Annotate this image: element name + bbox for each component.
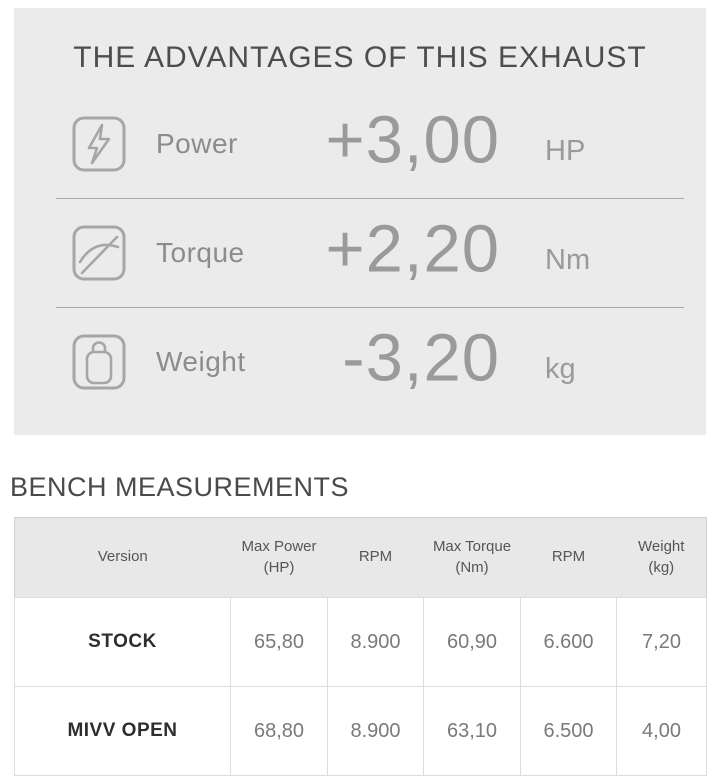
rpm-cell: 6.600 [520, 597, 617, 687]
lightning-bolt-icon [72, 115, 126, 173]
divider [56, 198, 684, 199]
divider [56, 307, 684, 308]
column-header-rpm-power: RPM [327, 517, 424, 598]
version-cell: MIVV OPEN [14, 686, 231, 776]
advantage-unit: kg [545, 352, 576, 385]
advantages-title: THE ADVANTAGES OF THIS EXHAUST [73, 41, 647, 74]
torque-curve-icon [72, 224, 126, 282]
advantage-unit: Nm [545, 243, 591, 276]
column-header-version: Version [14, 517, 231, 598]
bench-measurements-title: BENCH MEASUREMENTS [10, 472, 350, 502]
advantages-panel: THE ADVANTAGES OF THIS EXHAUST Power +3,… [14, 8, 706, 435]
advantage-label: Torque [156, 237, 245, 268]
rpm-cell: 6.500 [520, 686, 617, 776]
max-power-cell: 65,80 [230, 597, 328, 687]
advantage-row-weight: Weight -3,20 kg [14, 308, 706, 416]
column-header-max-power: Max Power (HP) [230, 517, 328, 598]
rpm-cell: 8.900 [327, 686, 424, 776]
advantage-label: Weight [156, 346, 246, 377]
rpm-cell: 8.900 [327, 597, 424, 687]
weight-icon [72, 333, 126, 391]
advantage-row-torque: Torque +2,20 Nm [14, 199, 706, 307]
column-header-rpm-torque: RPM [520, 517, 617, 598]
version-cell: STOCK [14, 597, 231, 687]
advantage-value: -3,20 [342, 320, 500, 396]
weight-cell: 7,20 [616, 597, 707, 687]
max-power-cell: 68,80 [230, 686, 328, 776]
table-row-mivv-open: MIVV OPEN 68,80 8.900 63,10 6.500 4,00 [14, 686, 707, 776]
max-torque-cell: 60,90 [423, 597, 521, 687]
column-header-max-torque: Max Torque (Nm) [423, 517, 521, 598]
advantage-value: +2,20 [325, 211, 500, 287]
advantage-row-power: Power +3,00 HP [14, 90, 706, 198]
advantage-value: +3,00 [325, 102, 500, 178]
advantage-label: Power [156, 128, 238, 159]
table-header-row: Version Max Power (HP) RPM Max Torque (N… [14, 517, 707, 598]
weight-cell: 4,00 [616, 686, 707, 776]
bench-measurements-table: Version Max Power (HP) RPM Max Torque (N… [14, 517, 707, 776]
advantage-unit: HP [545, 134, 586, 167]
column-header-weight: Weight (kg) [616, 517, 707, 598]
table-row-stock: STOCK 65,80 8.900 60,90 6.600 7,20 [14, 597, 707, 687]
max-torque-cell: 63,10 [423, 686, 521, 776]
